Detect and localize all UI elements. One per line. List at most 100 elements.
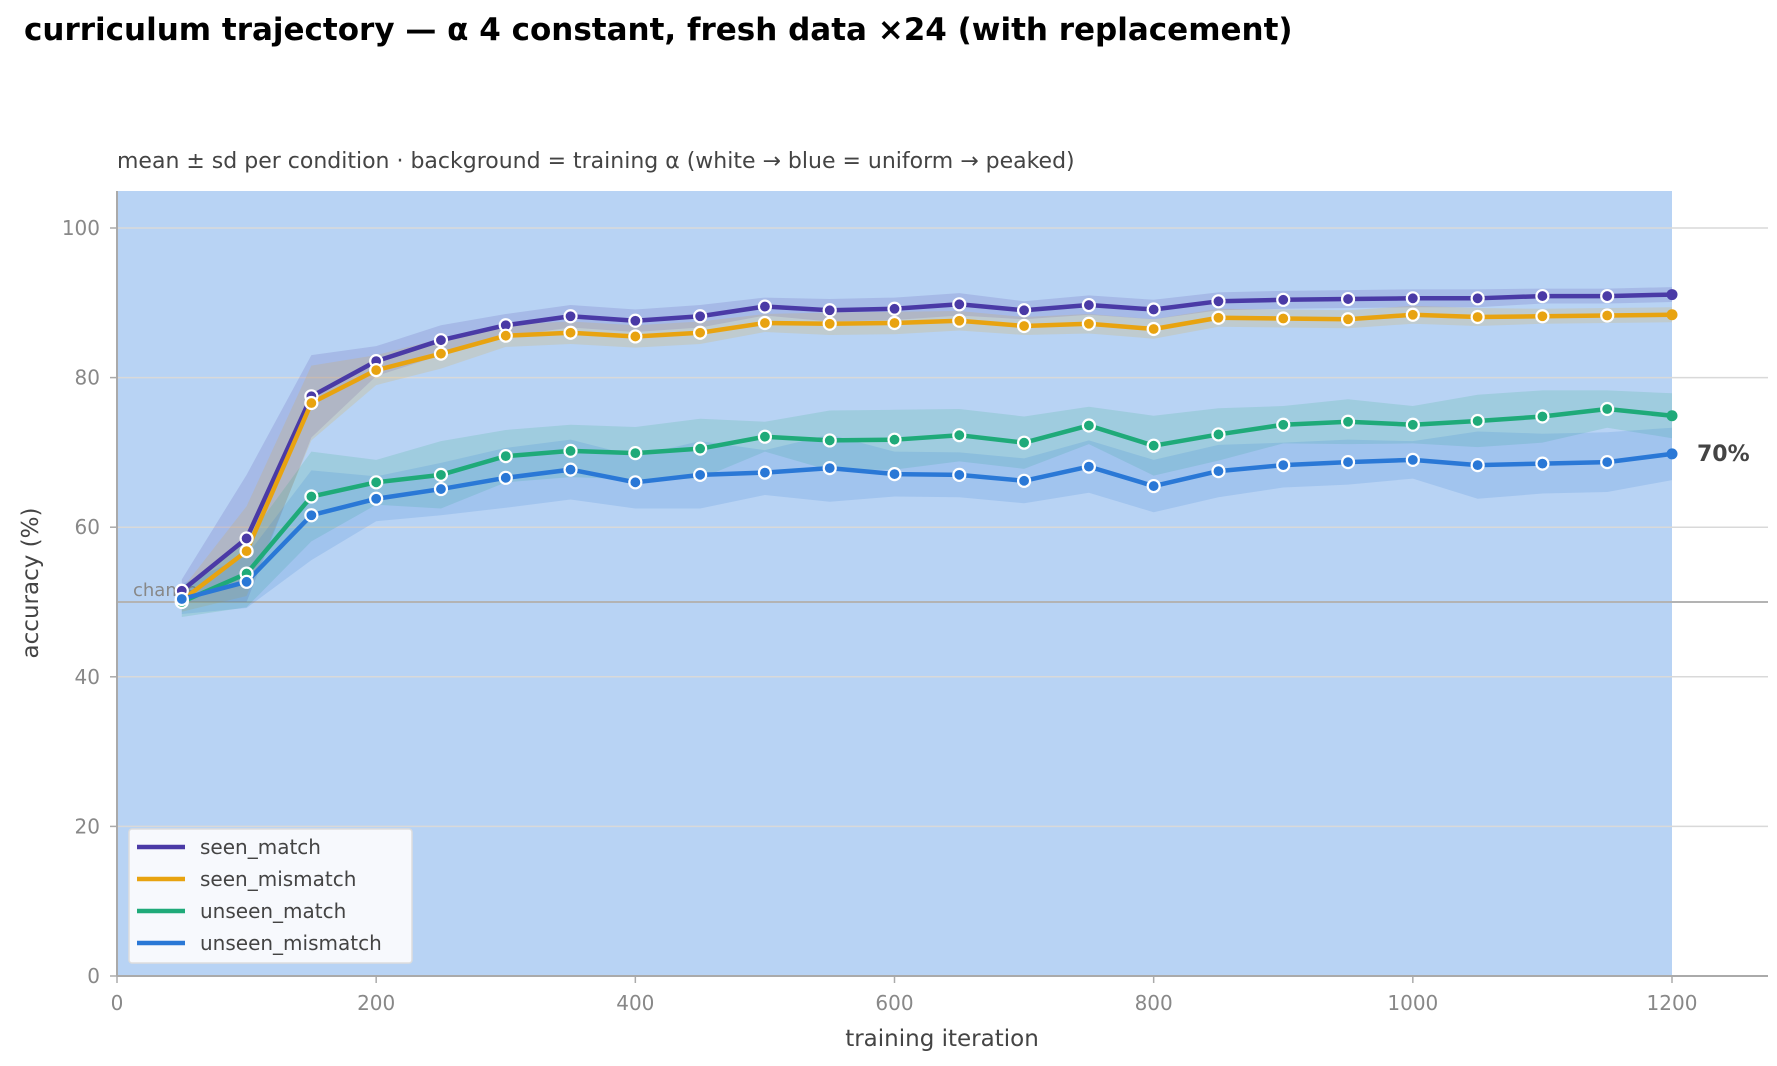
- x-tick-label: 800: [1135, 991, 1173, 1015]
- x-tick-label: 1000: [1387, 991, 1438, 1015]
- chart-subtitle: mean ± sd per condition · background = t…: [117, 149, 1075, 174]
- data-point: [822, 316, 837, 331]
- data-point: [1081, 316, 1096, 331]
- sd-band-unseen-match: [181, 390, 1673, 617]
- data-point: [1535, 456, 1550, 471]
- data-point: [887, 315, 902, 331]
- data-point: [887, 432, 902, 447]
- data-point: [628, 313, 643, 328]
- data-point: [822, 461, 837, 476]
- data-point: [1470, 413, 1485, 429]
- legend-box: [128, 828, 413, 964]
- legend-label: seen_match: [200, 835, 321, 859]
- data-point: [1405, 452, 1420, 467]
- data-point: [757, 315, 773, 331]
- data-point: [1340, 291, 1356, 307]
- data-point: [757, 465, 773, 480]
- data-point: [1081, 297, 1096, 313]
- data-point: [693, 309, 708, 324]
- sd-bands: [181, 287, 1673, 617]
- data-point: [563, 325, 578, 340]
- data-point: [1276, 311, 1291, 326]
- data-point: [1470, 291, 1485, 306]
- data-point: [304, 489, 319, 504]
- series-line-seen-mismatch: [179, 312, 1675, 603]
- data-point: [952, 313, 967, 328]
- data-point: [239, 574, 254, 589]
- data-point: [952, 297, 967, 312]
- data-point: [1211, 427, 1226, 442]
- data-point: [1146, 321, 1161, 337]
- x-tick-label: 0: [111, 991, 124, 1015]
- data-point: [1666, 309, 1678, 321]
- data-point: [1016, 318, 1032, 334]
- legend-label: seen_mismatch: [200, 867, 356, 891]
- data-point: [822, 433, 837, 448]
- data-point: [1470, 309, 1485, 325]
- data-point: [369, 363, 384, 378]
- y-ticks: 0 20 40 60 80 100: [62, 216, 117, 988]
- data-point: [1016, 303, 1032, 318]
- data-point: [1535, 309, 1550, 324]
- data-point: [952, 467, 967, 482]
- data-point: [887, 466, 902, 482]
- data-point: [369, 491, 384, 506]
- data-point: [1600, 455, 1615, 470]
- x-tick-label: 400: [616, 991, 654, 1015]
- y-tick-label: 100: [62, 216, 100, 240]
- data-point: [433, 467, 449, 482]
- data-point: [1340, 312, 1356, 327]
- data-point: [563, 462, 578, 477]
- data-point: [1666, 289, 1678, 301]
- y-tick-label: 80: [75, 366, 100, 390]
- x-tick-label: 1200: [1647, 991, 1698, 1015]
- data-point: [1016, 473, 1032, 488]
- data-point: [304, 395, 319, 411]
- data-point: [1146, 438, 1161, 453]
- data-point: [433, 346, 449, 361]
- legend-label: unseen_match: [200, 899, 346, 923]
- data-point: [628, 446, 643, 461]
- data-point: [174, 591, 189, 607]
- data-point: [887, 301, 902, 316]
- data-point: [1600, 401, 1615, 417]
- series-line-seen-match: [179, 292, 1675, 594]
- data-point: [693, 441, 708, 456]
- y-tick-label: 60: [75, 515, 100, 539]
- data-point: [304, 508, 319, 523]
- data-point: [563, 443, 578, 459]
- data-point: [1340, 455, 1356, 470]
- data-point: [1535, 288, 1550, 304]
- series-line-unseen-match: [179, 406, 1675, 605]
- series-line-unseen-mismatch: [179, 451, 1675, 602]
- end-value-annotation: 70%: [1697, 442, 1750, 467]
- data-point: [1016, 435, 1032, 450]
- data-point: [433, 333, 449, 348]
- data-point: [822, 303, 837, 318]
- data-point: [1405, 291, 1420, 306]
- y-tick-label: 20: [75, 814, 100, 838]
- data-point: [1666, 410, 1678, 422]
- data-point: [1211, 310, 1226, 325]
- data-point: [1276, 417, 1291, 432]
- data-point: [1600, 288, 1615, 304]
- y-tick-label: 0: [87, 964, 100, 988]
- data-point: [952, 428, 967, 443]
- data-point: [1405, 417, 1420, 432]
- data-point: [1340, 414, 1356, 429]
- x-tick-label: 200: [357, 991, 395, 1015]
- legend: seen_match seen_mismatch unseen_matchunsee…: [128, 828, 413, 964]
- sd-band-unseen-mismatch: [181, 427, 1673, 614]
- data-point: [1276, 458, 1291, 473]
- data-point: [498, 328, 513, 343]
- data-point: [1276, 292, 1291, 307]
- data-point: [693, 325, 708, 340]
- series-points: [174, 288, 1678, 610]
- data-point: [1146, 302, 1161, 317]
- chart-title: curriculum trajectory — α 4 constant, fr…: [24, 12, 1293, 48]
- data-point: [1211, 294, 1226, 309]
- data-point: [239, 531, 254, 546]
- data-point: [369, 475, 384, 490]
- data-point: [1211, 464, 1226, 479]
